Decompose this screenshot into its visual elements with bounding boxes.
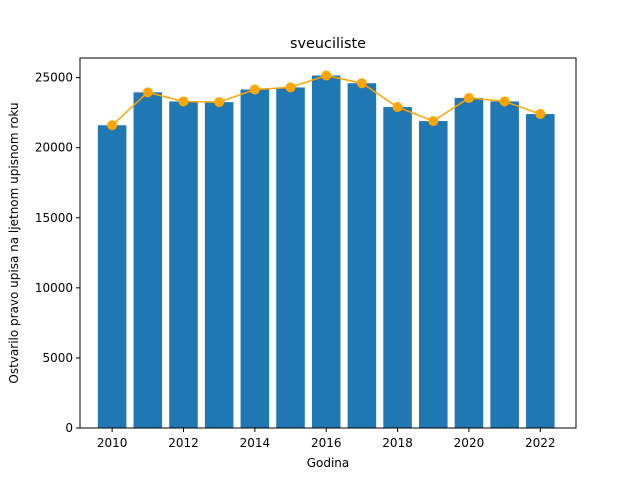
bar-2016 <box>311 75 341 429</box>
bar-2018 <box>383 107 412 428</box>
bar-2019 <box>418 121 448 429</box>
y-axis: 0 5000 10000 15000 20000 25000 <box>35 71 80 435</box>
bar-2015 <box>276 87 305 428</box>
y-tick-label-0: 0 <box>65 421 73 435</box>
line-series <box>107 70 546 131</box>
line-point-2011 <box>142 87 153 98</box>
line-point-2013 <box>214 97 225 108</box>
x-tick-label-2014: 2014 <box>240 436 271 450</box>
y-tick-label-10000: 10000 <box>35 281 73 295</box>
x-axis-label: Godina <box>307 456 350 470</box>
line-point-2019 <box>428 116 439 127</box>
line-point-2021 <box>499 96 510 107</box>
x-tick-label-2012: 2012 <box>168 436 199 450</box>
bar-2014 <box>240 89 270 428</box>
x-axis: 2010 2012 2014 2016 2018 2020 2022 <box>97 428 556 450</box>
line-point-2022 <box>535 109 546 120</box>
bar-2010 <box>97 125 127 428</box>
y-tick-label-15000: 15000 <box>35 211 73 225</box>
bar-2020 <box>454 97 484 429</box>
y-tick-label-25000: 25000 <box>35 71 73 85</box>
bar-2012 <box>169 101 198 429</box>
x-tick-label-2020: 2020 <box>454 436 485 450</box>
x-tick-label-2022: 2022 <box>525 436 556 450</box>
x-tick-label-2018: 2018 <box>382 436 413 450</box>
plot-frame <box>79 57 577 429</box>
x-tick-label-2010: 2010 <box>97 436 128 450</box>
line-point-2017 <box>356 78 367 89</box>
line-point-2010 <box>107 120 118 131</box>
line-point-2018 <box>392 102 403 113</box>
chart-title: sveuciliste <box>290 36 366 52</box>
line-point-2020 <box>463 92 474 103</box>
y-axis-label: Ostvarilo pravo upisa na ljetnom upisnom… <box>7 102 21 383</box>
bar-2013 <box>204 102 234 428</box>
line-point-2016 <box>321 70 332 81</box>
bars <box>97 75 555 429</box>
x-tick-label-2016: 2016 <box>311 436 342 450</box>
bar-2021 <box>490 101 519 429</box>
bar-2011 <box>133 92 163 428</box>
line-point-2014 <box>249 84 260 95</box>
y-tick-label-20000: 20000 <box>35 141 73 155</box>
line-point-2015 <box>285 82 296 93</box>
bar-2017 <box>347 83 377 429</box>
y-tick-label-5000: 5000 <box>42 351 73 365</box>
bar-2022 <box>526 114 555 428</box>
line-point-2012 <box>178 96 189 107</box>
